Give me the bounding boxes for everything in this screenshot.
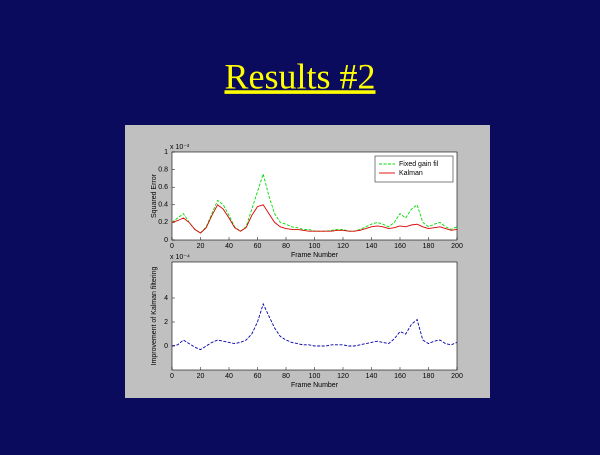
legend-label: Fixed gain fil <box>399 161 439 168</box>
x-tick-label: 80 <box>282 373 290 380</box>
x-tick-label: 100 <box>309 373 321 380</box>
y-tick-label: 4 <box>164 295 168 302</box>
x-tick-label: 0 <box>170 373 174 380</box>
y-multiplier: x 10⁻⁴ <box>170 254 190 261</box>
series-line <box>171 204 458 234</box>
x-tick-label: 160 <box>394 243 406 250</box>
y-axis-label: Improvement of Kalman filtering <box>151 266 158 365</box>
x-tick-label: 20 <box>197 243 205 250</box>
x-tick-label: 20 <box>197 373 205 380</box>
legend-label: Kalman <box>399 170 423 177</box>
x-tick-label: 200 <box>451 373 463 380</box>
y-tick-label: 1 <box>164 149 168 156</box>
x-tick-label: 40 <box>225 373 233 380</box>
x-tick-label: 160 <box>394 373 406 380</box>
x-tick-label: 140 <box>366 373 378 380</box>
y-tick-label: 0.4 <box>158 202 168 209</box>
x-tick-label: 60 <box>254 243 262 250</box>
x-tick-label: 40 <box>225 243 233 250</box>
y-tick-label: 0.8 <box>158 166 168 173</box>
x-tick-label: 100 <box>309 243 321 250</box>
y-tick-label: 0 <box>164 237 168 244</box>
plot-area <box>171 261 458 371</box>
y-tick-label: 2 <box>164 319 168 326</box>
y-tick-label: 0 <box>164 343 168 350</box>
x-tick-label: 180 <box>423 373 435 380</box>
y-tick-label: 0.6 <box>158 184 168 191</box>
x-tick-label: 120 <box>337 373 349 380</box>
series-line <box>171 302 458 351</box>
x-tick-label: 80 <box>282 243 290 250</box>
x-tick-label: 0 <box>170 243 174 250</box>
x-tick-label: 200 <box>451 243 463 250</box>
x-axis-label: Frame Number <box>291 382 339 389</box>
x-tick-label: 120 <box>337 243 349 250</box>
x-tick-label: 180 <box>423 243 435 250</box>
x-tick-label: 60 <box>254 373 262 380</box>
x-axis-label: Frame Number <box>291 252 339 259</box>
y-multiplier: x 10⁻³ <box>170 144 190 151</box>
slide-title: Results #2 <box>224 56 375 96</box>
x-tick-label: 140 <box>366 243 378 250</box>
y-tick-label: 0.2 <box>158 219 168 226</box>
y-axis-label: Squared Error <box>151 173 158 218</box>
legend-box <box>374 155 454 183</box>
